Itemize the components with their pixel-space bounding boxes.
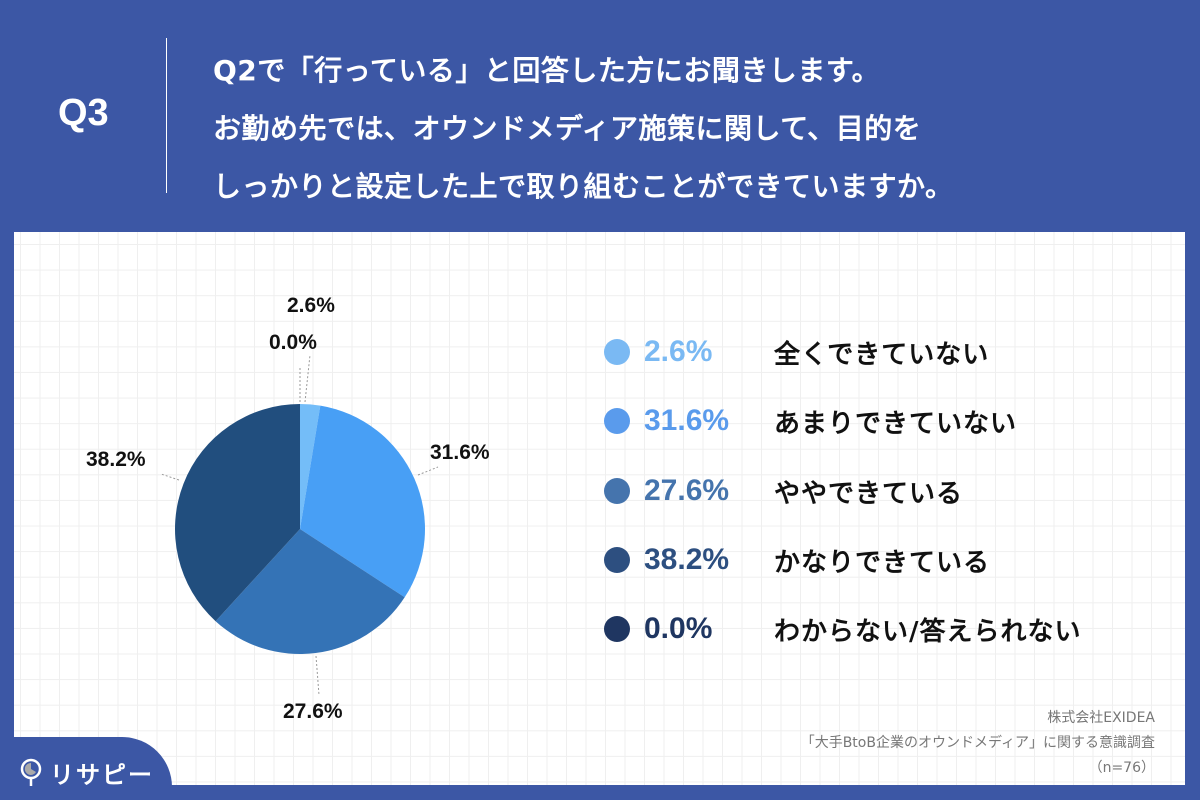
- legend-item-not-at-all: 2.6% 全くできていない: [604, 332, 989, 372]
- legend-item-unknown: 0.0% わからない/答えられない: [604, 609, 1082, 649]
- pie-slice: [175, 404, 300, 622]
- source-note: 株式会社EXIDEA 「大手BtoB企業のオウンドメディア」に関する意識調査 （…: [801, 706, 1155, 781]
- legend-percent: 38.2%: [644, 543, 730, 576]
- legend-label: 全くできていない: [774, 339, 990, 370]
- legend-item-not-much: 31.6% あまりできていない: [604, 401, 1017, 441]
- header-divider: [166, 38, 167, 193]
- leader-line-38-2: [160, 473, 180, 481]
- question-number: Q3: [58, 92, 109, 134]
- legend-dot-icon: [604, 547, 630, 573]
- legend-item-somewhat: 27.6% ややできている: [604, 471, 963, 511]
- question-text: Q2で「行っている」と回答した方にお聞きします。 お勤め先では、オウンドメディア…: [213, 42, 1173, 216]
- pie-slice: [300, 405, 426, 598]
- slice-label-2-6: 2.6%: [287, 294, 335, 317]
- legend-label: かなりできている: [774, 547, 991, 578]
- source-survey: 「大手BtoB企業のオウンドメディア」に関する意識調査: [800, 735, 1155, 751]
- logo-text: リサピー: [50, 761, 154, 789]
- leader-line-31-6: [417, 466, 439, 476]
- slice-label-27-6: 27.6%: [283, 700, 343, 723]
- legend-percent: 2.6%: [644, 335, 713, 368]
- legend-percent: 0.0%: [644, 612, 713, 645]
- slice-label-0-0: 0.0%: [269, 331, 317, 354]
- legend-dot-icon: [604, 339, 630, 365]
- pin-chart-icon: [20, 758, 42, 786]
- pie-slice: [215, 529, 405, 655]
- legend-label: あまりできていない: [774, 408, 1018, 439]
- slice-label-31-6: 31.6%: [430, 441, 490, 464]
- legend-label: わからない/答えられない: [774, 616, 1082, 647]
- legend-percent: 27.6%: [644, 474, 730, 507]
- question-line-3: しっかりと設定した上で取り組むことができていますか。: [213, 170, 954, 203]
- leader-line-27-6: [315, 655, 320, 696]
- question-line-2: お勤め先では、オウンドメディア施策に関して、目的を: [213, 112, 922, 145]
- legend-label: ややできている: [774, 478, 964, 509]
- legend-dot-icon: [604, 616, 630, 642]
- question-line-1: Q2で「行っている」と回答した方にお聞きします。: [213, 54, 881, 87]
- legend-dot-icon: [604, 478, 630, 504]
- logo: リサピー: [20, 755, 154, 790]
- legend-item-quite-well: 38.2% かなりできている: [604, 540, 990, 580]
- slice-label-38-2: 38.2%: [86, 448, 146, 471]
- legend-dot-icon: [604, 408, 630, 434]
- pie-slice: [300, 404, 321, 529]
- pie-chart: [160, 354, 439, 696]
- legend-percent: 31.6%: [644, 404, 730, 437]
- chart-panel: 2.6% 0.0% 31.6% 27.6% 38.2% 2.6% 全くできていな…: [14, 232, 1185, 785]
- source-company: 株式会社EXIDEA: [1047, 710, 1155, 726]
- source-sample: （n=76）: [1088, 760, 1155, 776]
- leader-line-2-6: [304, 354, 311, 403]
